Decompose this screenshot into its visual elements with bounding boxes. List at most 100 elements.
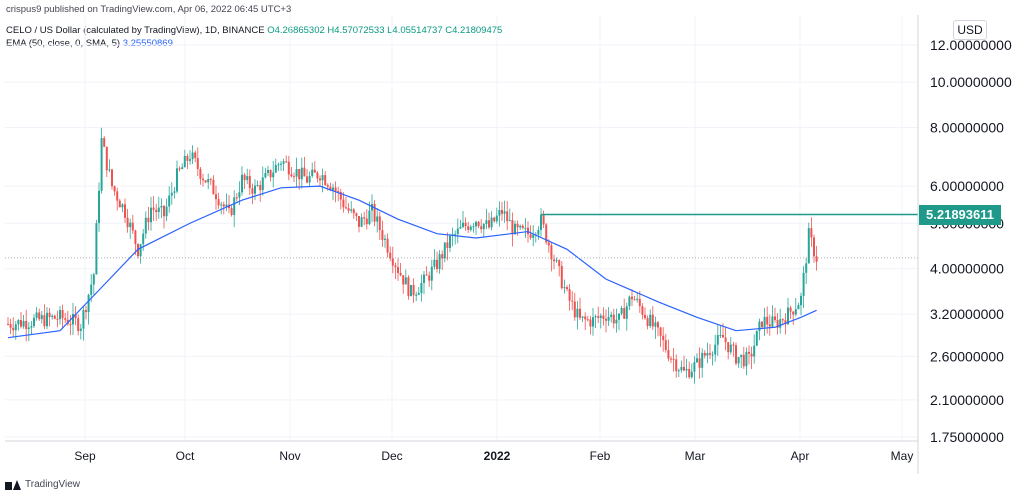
price-axis: 12.00000000 10.00000000 8.00000000 6.000000… <box>930 37 1012 445</box>
candle-body <box>698 358 701 368</box>
candle-body <box>508 220 511 222</box>
candle-body <box>209 179 212 181</box>
candle-body <box>407 277 410 297</box>
candle-body <box>61 310 64 319</box>
candle-body <box>787 307 789 325</box>
candle-body <box>641 306 644 315</box>
candle-body <box>644 314 646 319</box>
candle-body <box>399 272 402 276</box>
candle-body <box>155 209 158 213</box>
candle-body <box>690 371 693 378</box>
candle-body <box>363 217 366 219</box>
candle-body <box>404 277 407 285</box>
candle-body <box>594 316 597 318</box>
candle-body <box>46 312 48 327</box>
candle-body <box>293 176 295 178</box>
candle-body <box>264 173 267 178</box>
candle-body <box>586 319 589 321</box>
footer[interactable]: TradingView <box>5 479 80 490</box>
candle-body <box>131 222 134 231</box>
candle-body <box>324 175 327 186</box>
candle-body <box>389 252 392 259</box>
candle-body <box>425 274 428 276</box>
candle-body <box>238 192 241 198</box>
candle-body <box>683 366 685 371</box>
candle-body <box>9 324 12 328</box>
candle-body <box>300 167 303 180</box>
candle-body <box>352 209 355 214</box>
candle-body <box>397 267 399 273</box>
candle-body <box>269 169 272 178</box>
candle-body <box>40 315 43 320</box>
candle-body <box>631 296 633 300</box>
y-tick-label: 2.60000000 <box>930 348 1004 364</box>
candle-body <box>168 195 171 207</box>
candle-body <box>753 345 756 357</box>
candle-body <box>680 366 683 371</box>
candle-body <box>623 308 626 319</box>
candle-body <box>558 260 561 267</box>
candle-body <box>480 226 483 230</box>
candle-body <box>277 164 280 166</box>
candle-body <box>755 330 758 346</box>
candle-body <box>797 305 800 310</box>
candle-body <box>394 265 397 268</box>
candle-body <box>241 174 243 193</box>
candle-body <box>605 318 607 321</box>
candle-body <box>711 354 714 356</box>
candle-body <box>467 226 470 230</box>
candle-body <box>298 168 301 180</box>
candle-body <box>51 315 54 317</box>
candle-body <box>672 358 675 360</box>
candle-body <box>384 238 386 240</box>
candle-body <box>194 152 197 159</box>
candle-body <box>750 353 753 357</box>
candle-body <box>74 313 77 319</box>
candle-body <box>667 349 670 359</box>
candles-layer <box>7 127 818 384</box>
candle-body <box>529 234 532 238</box>
candle-body <box>163 205 165 217</box>
candle-body <box>121 204 124 208</box>
candle-body <box>802 272 805 296</box>
candle-body <box>350 209 353 211</box>
candle-body <box>254 185 256 194</box>
candle-body <box>454 234 457 236</box>
candle-body <box>33 317 35 327</box>
currency-button[interactable]: USD <box>953 20 987 40</box>
candle-body <box>615 319 618 324</box>
candle-body <box>303 167 306 177</box>
candle-body <box>761 321 763 328</box>
candle-body <box>417 293 420 295</box>
candle-body <box>173 191 176 193</box>
candle-body <box>347 208 350 211</box>
candle-body <box>443 242 446 259</box>
x-tick-label: Feb <box>590 449 611 463</box>
y-tick-label: 4.00000000 <box>930 261 1004 277</box>
x-tick-label: Mar <box>685 449 706 463</box>
ema-legend[interactable]: EMA (50, close, 0, SMA, 5) 3.25550869 <box>6 38 173 49</box>
candle-body <box>105 146 108 171</box>
time-axis: Sep Oct Nov Dec 2022 Feb Mar Apr May <box>74 449 913 463</box>
candle-body <box>475 221 477 227</box>
candle-body <box>464 222 467 227</box>
candle-body <box>719 334 722 336</box>
candle-body <box>220 204 223 206</box>
candle-body <box>371 203 373 211</box>
candle-body <box>628 296 631 307</box>
candle-body <box>784 320 787 325</box>
symbol-name: CELO / US Dollar (calculated by TradingV… <box>6 25 265 36</box>
candle-body <box>420 283 423 294</box>
candle-body <box>774 316 776 320</box>
candle-body <box>430 266 433 281</box>
candle-body <box>714 344 717 355</box>
candle-body <box>524 227 527 229</box>
candle-body <box>77 318 80 331</box>
y-tick-label: 12.00000000 <box>930 37 1012 53</box>
candle-body <box>540 214 542 231</box>
candle-body <box>602 315 605 319</box>
candle-body <box>272 172 275 178</box>
candle-body <box>56 318 59 320</box>
candle-body <box>199 168 202 179</box>
